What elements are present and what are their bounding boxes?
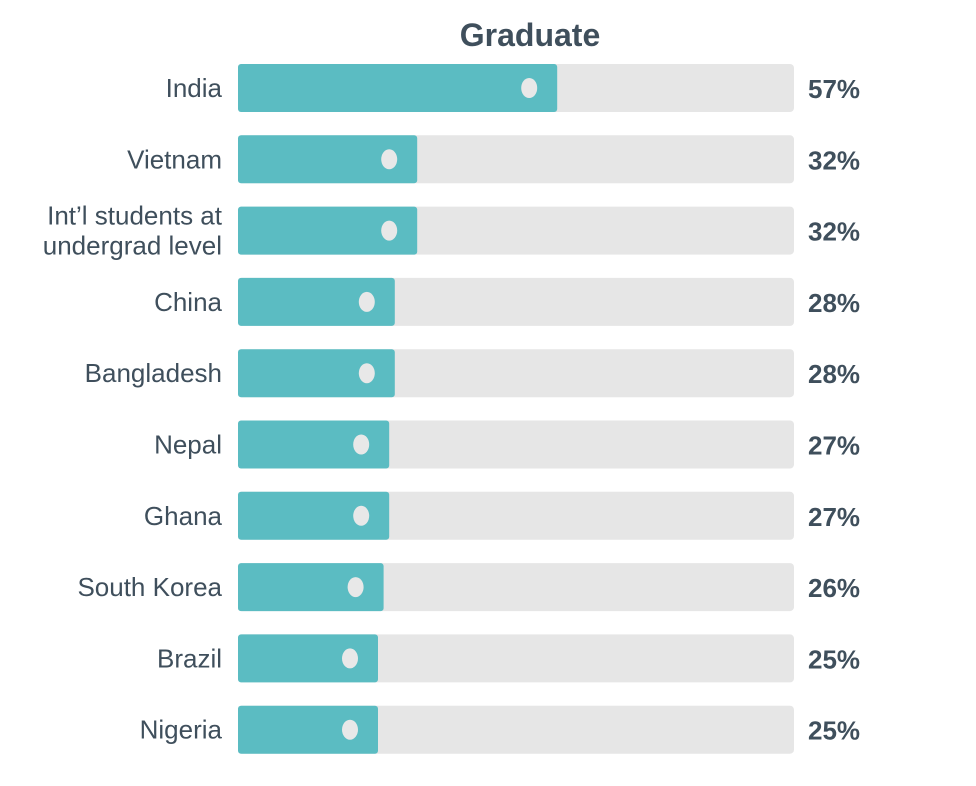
category-label: China <box>154 287 222 317</box>
bar-marker <box>342 719 358 740</box>
bar-marker <box>521 78 538 98</box>
bar-marker <box>353 505 370 526</box>
value-label: 28% <box>808 288 860 318</box>
bar <box>238 705 378 754</box>
bar-marker <box>358 291 375 312</box>
category-label: South Korea <box>77 572 222 602</box>
value-label: 57% <box>808 74 860 104</box>
category-label: India <box>166 73 223 103</box>
bar-marker <box>347 577 364 598</box>
value-label: 25% <box>808 644 860 674</box>
bar-marker <box>381 149 398 170</box>
bar <box>238 206 418 255</box>
category-label: Nigeria <box>140 715 223 745</box>
bar <box>238 563 384 612</box>
category-label: Int’l students at undergrad level <box>43 201 223 261</box>
bar <box>238 420 390 469</box>
value-label: 27% <box>808 502 860 532</box>
bar <box>238 64 558 112</box>
bar <box>238 135 418 184</box>
value-label: 27% <box>808 431 860 461</box>
value-label: 32% <box>808 217 860 247</box>
bar-marker <box>381 220 398 241</box>
category-label: Brazil <box>157 643 222 673</box>
value-label: 28% <box>808 359 860 389</box>
value-label: 32% <box>808 145 860 175</box>
bars-group: India 57% Vietnam 32% Int’l students at under… <box>43 64 860 754</box>
category-label: Nepal <box>154 430 222 460</box>
bar <box>238 349 395 398</box>
chart-title: Graduate <box>460 17 600 53</box>
bar <box>238 491 390 540</box>
category-label: Ghana <box>144 501 223 531</box>
bar-marker <box>342 648 358 669</box>
value-label: 25% <box>808 716 860 746</box>
value-label: 26% <box>808 573 860 603</box>
bar <box>238 277 395 326</box>
category-label: Bangladesh <box>85 358 222 388</box>
bar-marker <box>353 434 370 455</box>
category-label: Vietnam <box>127 144 222 174</box>
bar-marker <box>358 363 375 384</box>
bar <box>238 634 378 683</box>
